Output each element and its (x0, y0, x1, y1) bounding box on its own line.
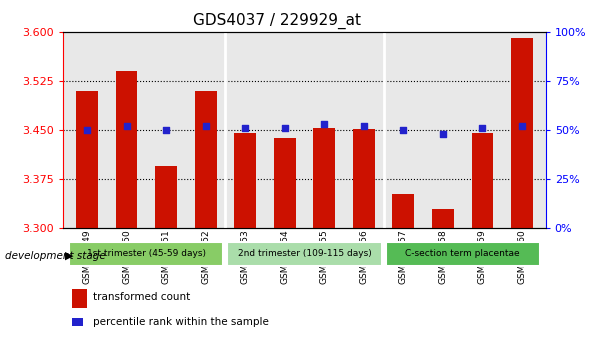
Point (517, 123, 527, 129)
Text: percentile rank within the sample: percentile rank within the sample (93, 317, 270, 327)
Point (478, 125, 487, 131)
Point (438, 131, 448, 137)
Point (280, 125, 289, 131)
Bar (353, 129, 374, 228)
FancyBboxPatch shape (227, 242, 382, 266)
Bar (511, 39, 533, 228)
FancyBboxPatch shape (385, 242, 540, 266)
Point (241, 125, 250, 131)
Bar (195, 91, 216, 228)
FancyBboxPatch shape (69, 242, 224, 266)
Bar (155, 166, 177, 228)
Bar (472, 133, 493, 228)
Text: development stage: development stage (5, 251, 106, 261)
Bar (393, 194, 414, 228)
Text: GDS4037 / 229929_at: GDS4037 / 229929_at (194, 12, 361, 29)
Point (201, 123, 210, 129)
Bar (314, 128, 335, 228)
Point (82, 127, 92, 133)
Text: 2nd trimester (109-115 days): 2nd trimester (109-115 days) (238, 250, 371, 258)
Point (122, 123, 131, 129)
Bar (432, 209, 454, 228)
Text: C-section term placentae: C-section term placentae (405, 250, 520, 258)
Bar (274, 138, 295, 228)
Point (161, 127, 171, 133)
Text: transformed count: transformed count (93, 292, 191, 302)
Point (320, 121, 329, 127)
Point (399, 127, 408, 133)
Text: 1st trimester (45-59 days): 1st trimester (45-59 days) (87, 250, 206, 258)
Bar (235, 133, 256, 228)
Bar (76, 91, 98, 228)
Bar (116, 71, 137, 228)
Text: ▶: ▶ (65, 251, 74, 261)
Point (359, 123, 368, 129)
